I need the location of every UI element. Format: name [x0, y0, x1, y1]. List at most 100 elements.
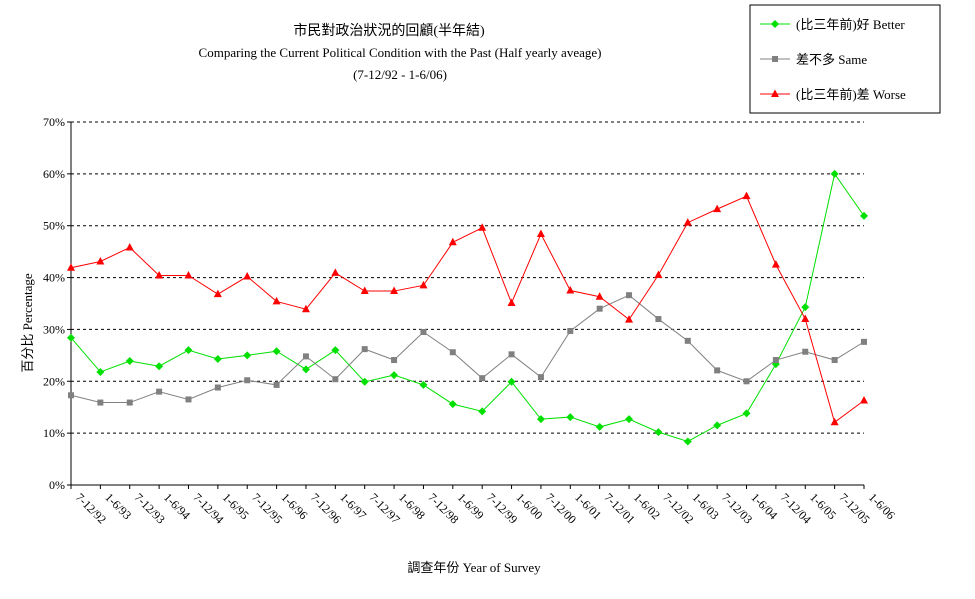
data-point [655, 316, 662, 323]
data-point [273, 381, 280, 388]
data-point [507, 377, 516, 386]
data-point [860, 211, 868, 220]
data-point [67, 263, 75, 271]
data-point [742, 191, 751, 200]
x-tick-label: 7-12/00 [543, 490, 579, 526]
data-point [595, 292, 604, 300]
legend: (比三年前)好 Better 差不多 Same (比三年前)差 Worse [749, 4, 941, 114]
data-point [67, 333, 75, 342]
data-point [96, 367, 105, 376]
data-point [566, 286, 575, 294]
x-tick-label: 7-12/94 [190, 490, 226, 526]
data-point [391, 357, 398, 364]
y-tick-label: 50% [43, 219, 65, 233]
data-point [448, 237, 457, 246]
data-point [126, 399, 133, 406]
x-tick-label: 7-12/99 [484, 490, 520, 526]
data-point [68, 392, 74, 399]
x-tick-label: 7-12/04 [778, 490, 814, 526]
data-point [683, 218, 692, 226]
data-point [419, 280, 428, 289]
data-point [360, 377, 369, 386]
data-point [508, 351, 515, 358]
x-tick-label: 7-12/01 [602, 490, 638, 526]
data-point [713, 421, 722, 430]
data-point [684, 337, 691, 344]
data-point [801, 314, 810, 323]
data-point [596, 305, 603, 312]
data-point [419, 380, 428, 389]
x-tick-label: 7-12/02 [660, 490, 696, 526]
data-point [243, 351, 252, 360]
data-point [243, 272, 252, 280]
data-point [772, 357, 779, 364]
y-axis-label: 百分比 Percentage [20, 273, 35, 373]
data-point [625, 315, 634, 323]
series-line [70, 172, 865, 442]
y-tick-label: 10% [43, 426, 65, 440]
data-point [96, 256, 105, 265]
data-point [567, 327, 574, 334]
data-point [301, 304, 310, 313]
series-layer [67, 169, 868, 446]
chart-subtitle: Comparing the Current Political Conditio… [199, 45, 602, 60]
y-axis-ticks: 0% 10% 20% 30% 40% 50% 60% 70% [43, 115, 71, 492]
x-tick-label: 7-12/92 [73, 490, 109, 526]
data-point [536, 229, 545, 238]
data-point [449, 349, 456, 356]
data-point [802, 348, 809, 355]
y-tick-label: 30% [43, 322, 65, 336]
data-point [860, 395, 868, 404]
x-tick-label: 7-12/95 [249, 490, 285, 526]
legend-item: (比三年前)好 Better [760, 17, 905, 32]
legend-item: (比三年前)差 Worse [760, 87, 906, 102]
y-tick-label: 40% [43, 271, 65, 285]
chart-title: 市民對政治狀況的回顧(半年結) [293, 22, 485, 39]
data-point [125, 357, 134, 366]
legend-label: 差不多 Same [796, 52, 867, 67]
data-point [713, 204, 722, 213]
data-point [801, 303, 810, 312]
data-point [626, 292, 633, 299]
data-point [831, 357, 838, 364]
gridlines [71, 121, 864, 434]
data-point [448, 400, 457, 409]
chart-period: (7-12/92 - 1-6/06) [353, 67, 447, 82]
data-point [654, 270, 663, 278]
series-line [70, 294, 865, 404]
data-point [156, 388, 163, 395]
data-point [830, 169, 839, 178]
data-point [771, 89, 779, 97]
data-point [861, 338, 867, 345]
data-point [625, 415, 634, 424]
data-point [537, 374, 544, 381]
x-axis-ticks: 7-12/921-6/937-12/931-6/947-12/941-6/957… [70, 485, 898, 527]
y-tick-label: 70% [43, 115, 65, 129]
data-point [507, 298, 516, 306]
data-point [683, 437, 692, 446]
x-tick-label: 7-12/05 [837, 490, 873, 526]
legend-item: 差不多 Same [760, 52, 867, 67]
data-point [331, 346, 340, 355]
data-point [155, 362, 164, 371]
series-0 [67, 169, 868, 446]
y-tick-label: 20% [43, 374, 65, 388]
data-point [360, 286, 369, 295]
legend-label: (比三年前)差 Worse [796, 87, 906, 102]
data-point [390, 286, 399, 295]
data-point [361, 346, 368, 353]
data-point [566, 413, 575, 422]
data-point [301, 365, 310, 374]
y-tick-label: 60% [43, 167, 65, 181]
x-tick-label: 7-12/96 [308, 490, 344, 526]
legend-label: (比三年前)好 Better [796, 17, 905, 32]
data-point [272, 347, 281, 356]
data-point [125, 242, 134, 251]
data-point [536, 415, 545, 424]
data-point [332, 376, 339, 383]
data-point [272, 296, 281, 305]
data-point [184, 346, 193, 355]
x-axis-label: 調查年份 Year of Survey [407, 560, 541, 575]
data-point [771, 20, 779, 28]
data-point [714, 367, 721, 374]
